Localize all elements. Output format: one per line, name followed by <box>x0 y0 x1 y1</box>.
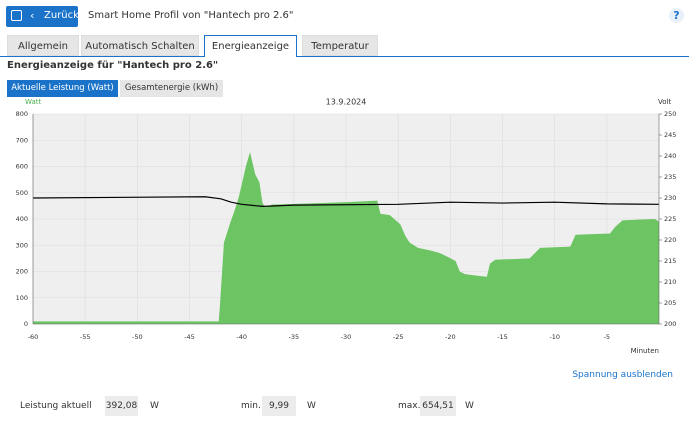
stat-unit: W <box>307 401 316 411</box>
x-tick-label: -60 <box>28 333 39 341</box>
help[interactable]: ? <box>669 8 684 23</box>
stat-value: 9,99 <box>262 396 296 416</box>
x-tick-label: -5 <box>604 333 610 341</box>
x-axis-label: Minuten <box>631 347 659 355</box>
toggle[interactable]: Gesamtenergie (kWh) <box>120 80 223 97</box>
x-tick-label: -30 <box>341 333 352 341</box>
y-tick-label: 600 <box>16 163 28 171</box>
y-tick-label: 400 <box>16 215 28 223</box>
chevron: ‹ <box>30 9 35 22</box>
tab[interactable]: Temperatur <box>302 35 378 56</box>
page-title: Smart Home Profil von "Hantech pro 2.6" <box>88 10 294 21</box>
chart-title: 13.9.2024 <box>326 98 367 107</box>
x-tick-label: -15 <box>497 333 508 341</box>
tab[interactable]: Allgemein <box>7 35 79 56</box>
y-tick-label: 800 <box>16 110 28 118</box>
y2-tick-label: 240 <box>664 152 676 160</box>
y-axis-label: Watt <box>25 98 42 106</box>
stat-unit: W <box>465 401 474 411</box>
y-tick-label: 0 <box>24 320 28 328</box>
x-tick-label: -35 <box>289 333 300 341</box>
y-tick-label: 200 <box>16 268 28 276</box>
y2-tick-label: 220 <box>664 236 676 244</box>
y2-tick-label: 225 <box>664 215 676 223</box>
back-button[interactable]: ‹ Zurück <box>6 6 79 27</box>
stat-value: 392,08 <box>105 396 138 416</box>
y2-tick-label: 205 <box>664 299 676 307</box>
x-tick-label: -40 <box>236 333 247 341</box>
power-area <box>33 152 659 324</box>
x-tick-label: -50 <box>132 333 143 341</box>
y2-tick-label: 200 <box>664 320 676 328</box>
tab[interactable]: Automatisch Schalten <box>81 35 199 56</box>
y2-tick-label: 245 <box>664 131 676 139</box>
toggle[interactable]: Aktuelle Leistung (Watt) <box>7 80 118 97</box>
heading: Energieanzeige für "Hantech pro 2.6" <box>7 60 219 71</box>
y2-tick-label: 250 <box>664 110 676 118</box>
tab-rule <box>0 56 689 57</box>
stat-label: Leistung aktuell <box>20 401 92 411</box>
voltage-line <box>32 196 660 208</box>
y2-tick-label: 210 <box>664 278 676 286</box>
y-tick-label: 100 <box>16 294 28 302</box>
x-tick-label: -10 <box>549 333 560 341</box>
toggle-voltage-link[interactable]: Spannung ausblenden <box>572 370 673 380</box>
x-tick-label: -25 <box>393 333 404 341</box>
tab[interactable]: Energieanzeige <box>204 35 297 57</box>
y2-tick-label: 230 <box>664 194 676 202</box>
y2-tick-label: 235 <box>664 173 676 181</box>
y2-axis-label: Volt <box>658 98 671 106</box>
stat-label: max. <box>398 401 421 411</box>
back-label: Zurück <box>44 10 79 21</box>
stat-label: min. <box>241 401 261 411</box>
stat-unit: W <box>150 401 159 411</box>
y2-tick-label: 215 <box>664 257 676 265</box>
y-tick-label: 700 <box>16 136 28 144</box>
y-tick-label: 300 <box>16 241 28 249</box>
y-tick-label: 500 <box>16 189 28 197</box>
x-tick-label: -20 <box>445 333 456 341</box>
stat-value: 654,51 <box>420 396 456 416</box>
home-icon <box>11 10 22 21</box>
x-tick-label: -45 <box>184 333 195 341</box>
x-tick-label: -55 <box>80 333 91 341</box>
